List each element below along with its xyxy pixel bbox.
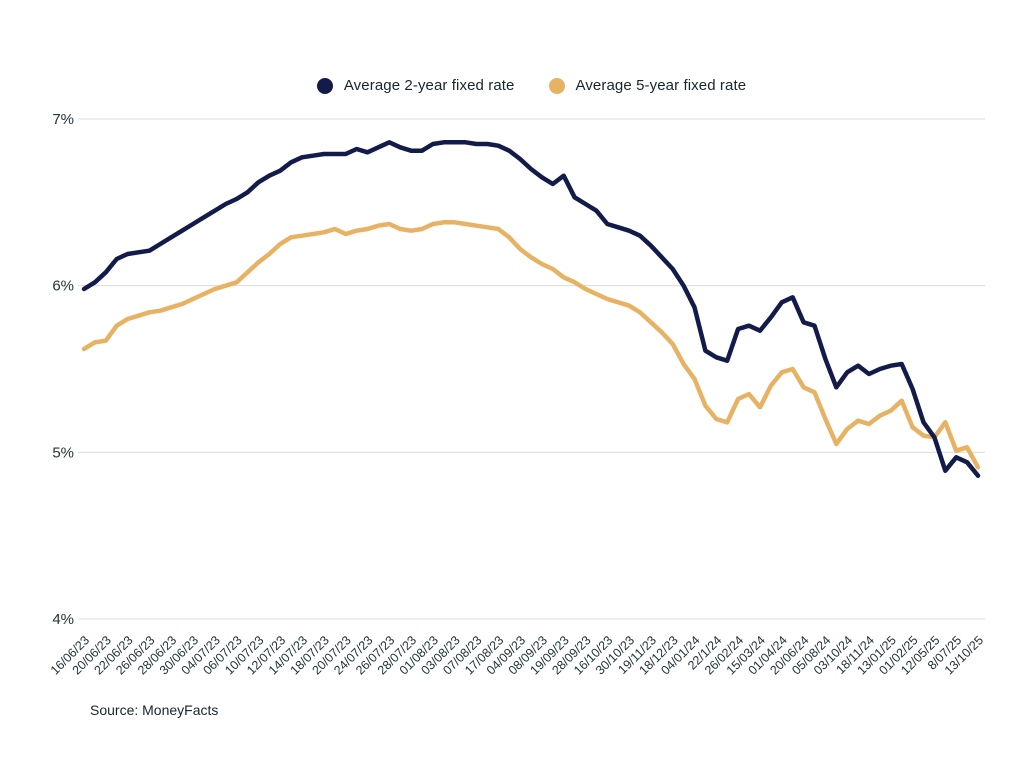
legend-dot-5yr-icon xyxy=(548,77,565,94)
y-axis-tick-label: 4% xyxy=(52,611,74,628)
legend-label-5yr: Average 5-year fixed rate xyxy=(575,77,747,94)
legend-item-5yr[interactable]: Average 5-year fixed rate xyxy=(548,77,747,94)
legend-label-2yr: Average 2-year fixed rate xyxy=(343,77,515,94)
legend: Average 2-year fixed rate Average 5-year… xyxy=(78,77,985,94)
source-note: Source: MoneyFacts xyxy=(90,702,219,718)
series-line-2yr xyxy=(81,140,981,478)
y-axis-tick-label: 5% xyxy=(52,444,74,461)
legend-item-2yr[interactable]: Average 2-year fixed rate xyxy=(316,77,515,94)
series-line-5yr xyxy=(81,220,981,470)
y-axis-tick-label: 6% xyxy=(52,278,74,295)
y-axis-tick-label: 7% xyxy=(52,111,74,128)
legend-dot-2yr-icon xyxy=(316,77,333,94)
